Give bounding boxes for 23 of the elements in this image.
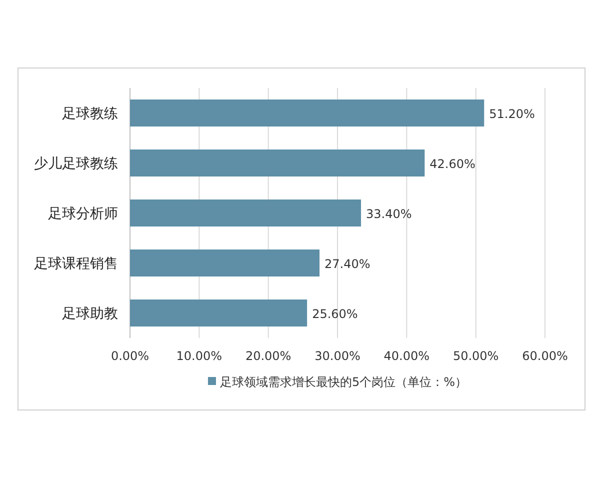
- x-tick-label: 60.00%: [522, 349, 568, 363]
- data-label: 33.40%: [366, 207, 412, 221]
- data-label: 51.20%: [489, 107, 535, 121]
- bar: [130, 150, 425, 176]
- data-label: 25.60%: [312, 307, 358, 321]
- bar: [130, 200, 362, 226]
- y-tick-label: 足球助教: [62, 306, 118, 322]
- data-label: 27.40%: [324, 257, 370, 271]
- bar: [130, 100, 484, 126]
- x-tick-label: 40.00%: [384, 349, 430, 363]
- y-tick-label: 少儿足球教练: [34, 156, 118, 172]
- x-tick-label: 20.00%: [245, 349, 292, 363]
- x-tick-label: 30.00%: [314, 349, 360, 363]
- x-tick-label: 50.00%: [452, 349, 499, 363]
- x-tick-label: 10.00%: [176, 349, 222, 363]
- y-tick-label: 足球课程销售: [34, 256, 118, 272]
- x-tick-label: 0.00%: [110, 349, 150, 363]
- legend-label: 足球领域需求增长最快的5个岗位（单位：%）: [220, 375, 468, 389]
- y-tick-label: 足球分析师: [48, 206, 118, 222]
- bar: [130, 300, 308, 326]
- bar: [130, 250, 320, 276]
- y-tick-label: 足球教练: [62, 106, 118, 122]
- data-label: 42.60%: [430, 157, 476, 171]
